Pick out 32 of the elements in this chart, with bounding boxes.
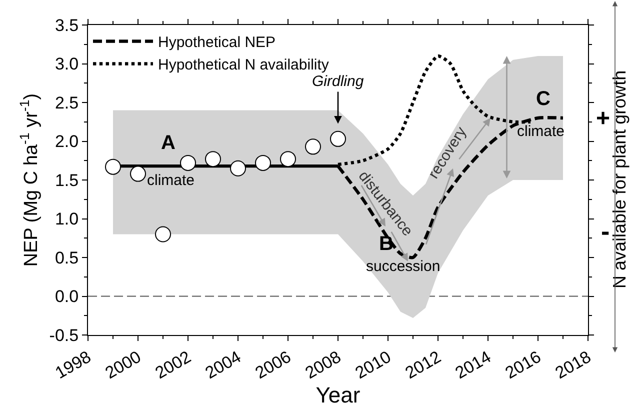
- x-tick-label: 2010: [352, 347, 394, 383]
- y-tick-label: 0.0: [54, 287, 79, 306]
- x-tick-label: 2008: [302, 347, 344, 383]
- y-tick-label: 3.5: [54, 16, 79, 35]
- text: -: [601, 216, 610, 246]
- x-tick-label: 2006: [252, 347, 294, 383]
- x-tick-label: 2004: [202, 347, 244, 383]
- legend-label: Hypothetical N availability: [158, 56, 330, 74]
- x-tick-label: 2000: [102, 347, 144, 383]
- x-tick-label: 2016: [502, 347, 544, 383]
- y-tick-label: 0.5: [54, 248, 79, 268]
- annotation: Girdling: [312, 73, 364, 90]
- text: +: [596, 105, 610, 132]
- legend-label: Hypothetical NEP: [158, 34, 276, 52]
- y-tick-label: 2.5: [54, 93, 79, 112]
- y-tick-label: 3.0: [54, 54, 79, 74]
- x-axis-title: Year: [316, 382, 360, 408]
- x-tick-label: 2014: [452, 347, 494, 383]
- annotation: C: [536, 88, 550, 110]
- annotation: climate: [147, 172, 195, 189]
- y-tick-label: -0.5: [49, 326, 79, 345]
- annotation: succession: [366, 258, 440, 275]
- x-tick-label: 2018: [552, 347, 594, 383]
- annotation: A: [161, 132, 176, 154]
- x-tick-label: 1998: [52, 347, 94, 383]
- y-tick-label: 1.0: [54, 210, 79, 229]
- x-tick-label: 2012: [402, 347, 444, 383]
- text: N available for plant growth: [610, 70, 630, 288]
- x-tick-label: 2002: [152, 347, 194, 383]
- y-tick-label: 1.5: [54, 170, 79, 190]
- y-tick-label: 2.0: [54, 132, 79, 152]
- annotation: climate: [517, 123, 565, 140]
